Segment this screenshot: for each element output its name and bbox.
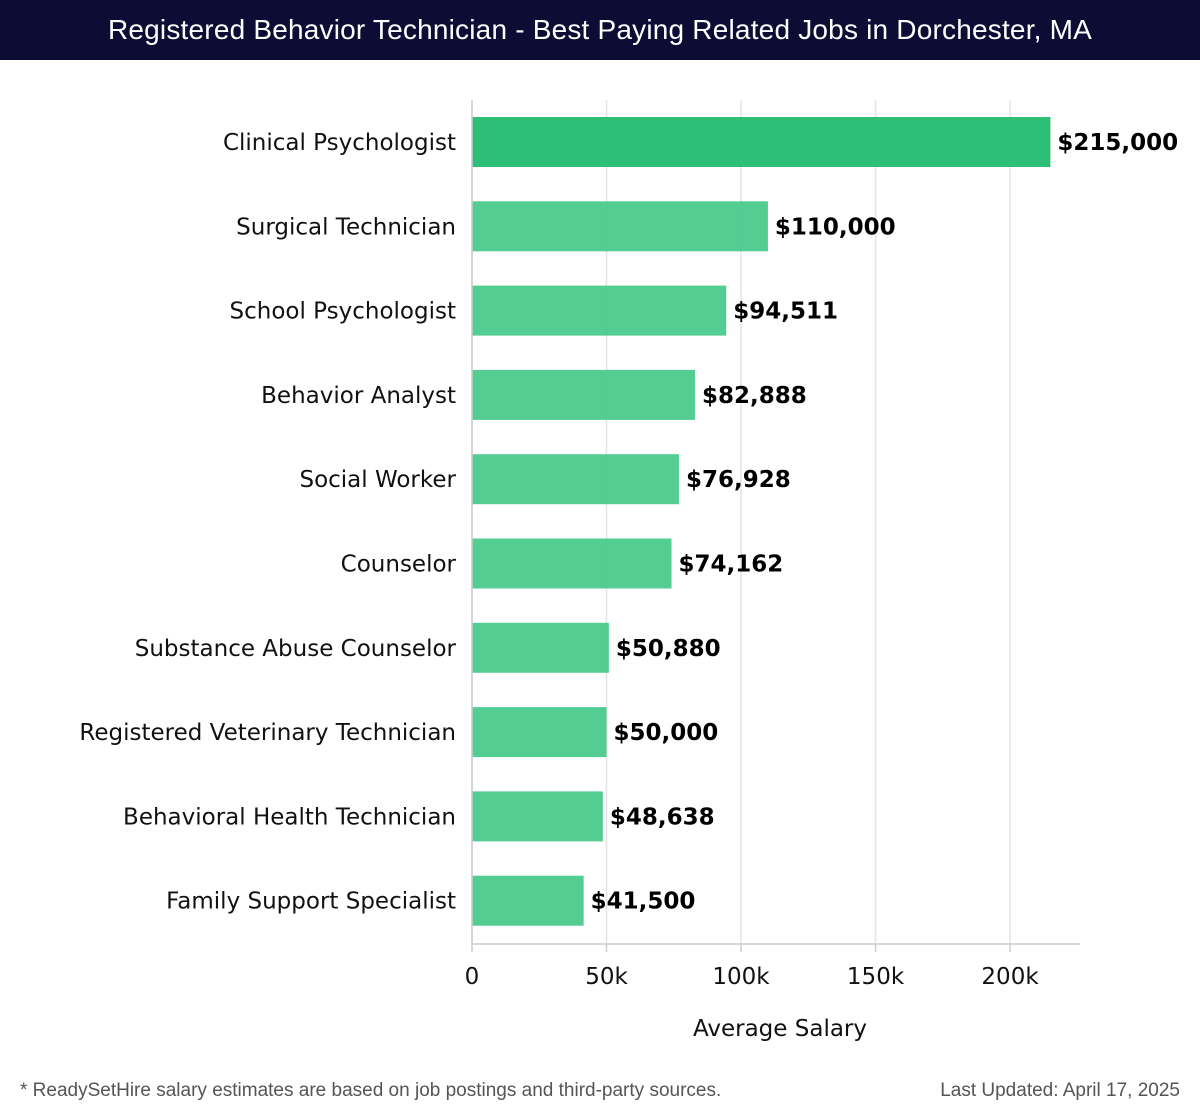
bar [472,454,679,505]
bar [472,538,672,589]
chart-title: Registered Behavior Technician - Best Pa… [0,0,1200,60]
x-axis-title: Average Salary [693,1016,867,1042]
category-label: Social Worker [299,467,456,493]
bar [472,201,768,252]
footer-note: * ReadySetHire salary estimates are base… [20,1080,722,1101]
value-label: $94,511 [733,299,838,325]
x-tick-label: 150k [847,964,905,990]
bars [472,117,1051,926]
last-updated: Last Updated: April 17, 2025 [940,1080,1180,1101]
x-axis: 0 50k 100k 150k 200k Average Salary [465,100,1080,1042]
category-label: Family Support Specialist [166,889,456,915]
bar [472,791,603,842]
value-label: $76,928 [686,467,791,493]
category-label: Behavior Analyst [261,383,456,409]
category-labels: Clinical Psychologist Surgical Technician… [79,130,456,915]
category-label: Clinical Psychologist [223,130,456,156]
category-label: Counselor [341,552,457,578]
category-label: School Psychologist [230,299,456,325]
bar [472,875,584,926]
bar [472,285,727,336]
x-tick-label: 50k [585,964,628,990]
value-label: $82,888 [702,383,807,409]
x-tick-label: 0 [465,964,480,990]
value-label: $48,638 [610,804,715,830]
bar [472,117,1051,167]
value-label: $50,000 [614,720,719,746]
category-label: Behavioral Health Technician [123,804,456,830]
bar [472,369,695,420]
value-label: $41,500 [591,889,696,915]
bar [472,622,609,673]
bar [472,707,607,758]
salary-bar-chart: Clinical Psychologist Surgical Technician… [79,100,1179,1042]
x-tick-label: 100k [712,964,770,990]
value-label: $74,162 [679,552,784,578]
value-labels: $215,000 $110,000 $94,511 $82,888 $76,928 $74… [591,130,1179,915]
value-label: $50,880 [616,636,721,662]
x-tick-label: 200k [981,964,1039,990]
category-label: Registered Veterinary Technician [79,720,456,746]
value-label: $215,000 [1057,130,1178,156]
category-label: Surgical Technician [236,214,456,240]
category-label: Substance Abuse Counselor [135,636,457,662]
value-label: $110,000 [775,214,896,240]
